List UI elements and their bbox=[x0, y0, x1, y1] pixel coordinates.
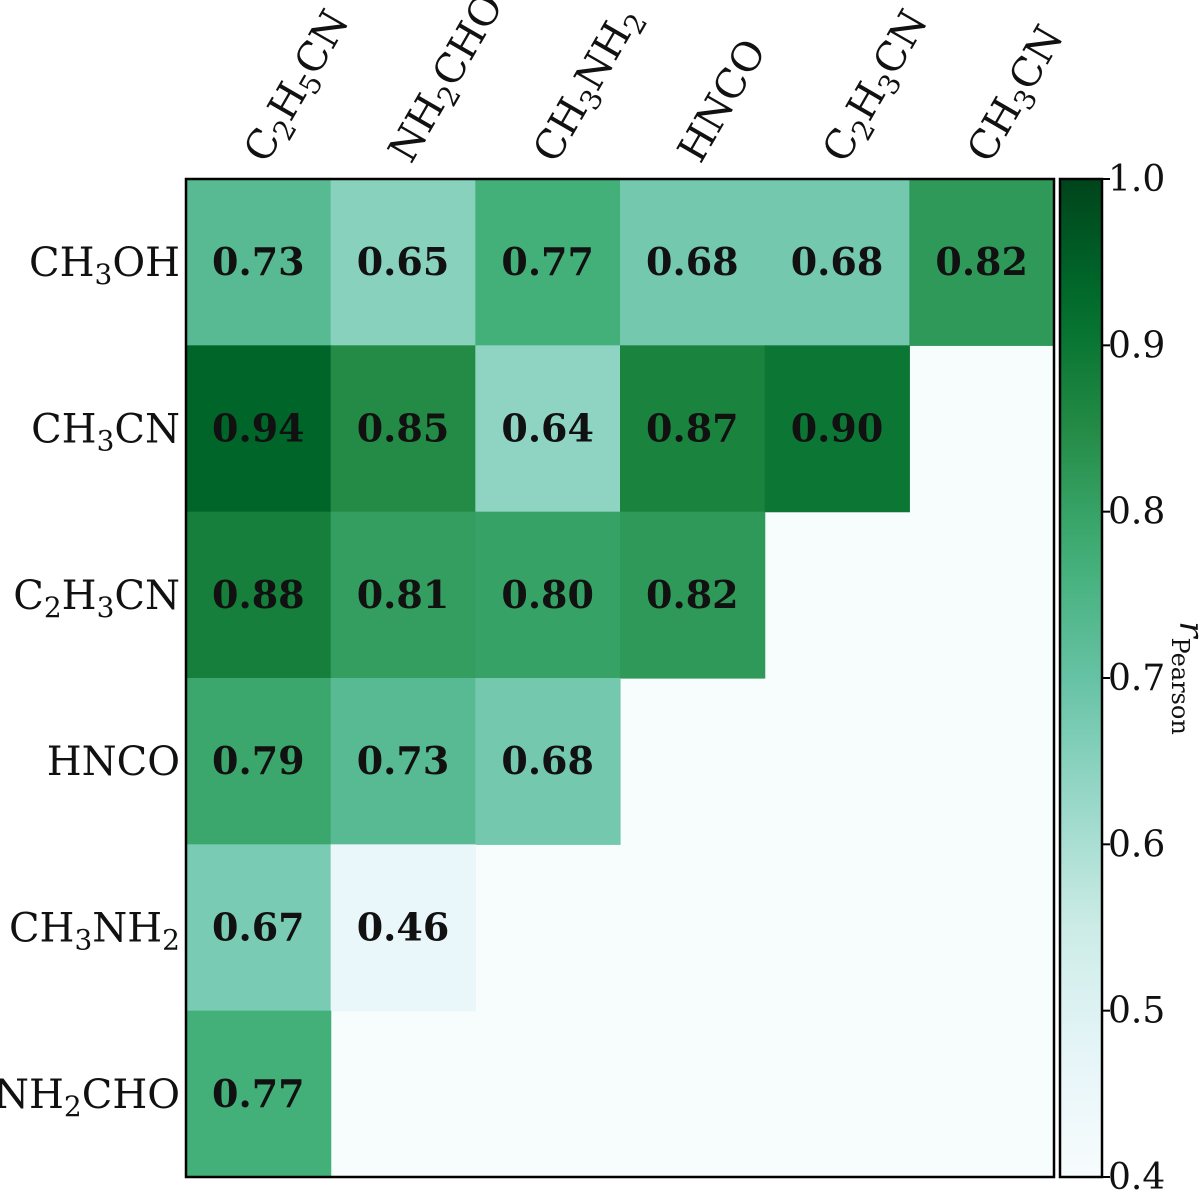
column-label: CH3​NH2​ bbox=[524, 0, 654, 172]
heatmap-cell bbox=[186, 179, 332, 346]
heatmap-cells bbox=[186, 179, 1055, 1178]
colorbar bbox=[1058, 177, 1104, 1179]
colorbar-tick-label: 0.5 bbox=[1108, 991, 1165, 1032]
cell-value-label: 0.64 bbox=[501, 406, 594, 451]
column-label: HNCO bbox=[669, 32, 775, 170]
heatmap-cell bbox=[186, 345, 332, 513]
row-label: HNCO bbox=[47, 739, 180, 785]
cell-value-label: 0.67 bbox=[212, 905, 305, 950]
column-label: NH2​CHO bbox=[380, 0, 517, 172]
cell-value-label: 0.88 bbox=[212, 572, 305, 617]
heatmap-cell bbox=[186, 844, 332, 1012]
heatmap-cell bbox=[330, 179, 476, 346]
cell-value-label: 0.77 bbox=[501, 239, 594, 284]
heatmap-cell bbox=[475, 511, 621, 679]
heatmap-cell bbox=[330, 511, 476, 679]
heatmap-cell bbox=[620, 179, 766, 346]
cell-value-label: 0.65 bbox=[357, 239, 450, 284]
cell-value-label: 0.68 bbox=[501, 738, 594, 783]
cell-value-label: 0.82 bbox=[646, 572, 739, 617]
colorbar-tick-label: 0.9 bbox=[1108, 325, 1165, 366]
cell-value-label: 0.80 bbox=[501, 572, 594, 617]
cell-value-label: 0.77 bbox=[212, 1071, 305, 1116]
row-labels: CH3​OH CH3​CN C2​H3​CN HNCO CH3​NH2​ NH2​CHO bbox=[0, 240, 180, 1123]
cell-value-label: 0.79 bbox=[212, 738, 305, 783]
colorbar-ticks: 1.0 0.9 0.8 0.7 0.6 0.5 0.4 bbox=[1102, 159, 1165, 1192]
cell-value-label: 0.68 bbox=[791, 239, 884, 284]
colorbar-label: rPearson bbox=[1166, 621, 1200, 735]
row-label: CH3​NH2​ bbox=[9, 906, 180, 957]
heatmap-cell bbox=[764, 179, 910, 346]
row-label: CH3​CN bbox=[31, 407, 180, 458]
colorbar-tick-label: 0.8 bbox=[1108, 492, 1165, 533]
heatmap-cell bbox=[475, 678, 621, 845]
colorbar-tick-label: 0.6 bbox=[1108, 824, 1165, 865]
heatmap-cell bbox=[186, 1010, 332, 1178]
heatmap-cell bbox=[620, 345, 766, 513]
heatmap-cell bbox=[475, 345, 621, 513]
row-label: CH3​OH bbox=[29, 240, 180, 291]
heatmap-cell bbox=[475, 179, 621, 346]
colorbar-tick-label: 0.4 bbox=[1108, 1157, 1165, 1192]
cell-value-label: 0.90 bbox=[791, 406, 884, 451]
colorbar-tick-label: 0.7 bbox=[1108, 658, 1165, 699]
cell-value-label: 0.85 bbox=[357, 406, 450, 451]
cell-value-label: 0.87 bbox=[646, 406, 739, 451]
heatmap-cell bbox=[330, 345, 476, 513]
heatmap-cell bbox=[330, 844, 476, 1012]
heatmap-cell bbox=[186, 678, 332, 845]
heatmap-cell bbox=[620, 511, 766, 679]
colorbar-tick-label: 1.0 bbox=[1108, 159, 1165, 200]
cell-value-label: 0.82 bbox=[935, 239, 1028, 284]
cell-value-label: 0.73 bbox=[357, 738, 450, 783]
heatmap-cell-labels: 0.73 0.65 0.77 0.68 0.68 0.82 0.94 0.85 0.64 0.87… bbox=[212, 239, 1028, 1116]
heatmap-cell bbox=[330, 678, 476, 845]
row-label: NH2​CHO bbox=[0, 1072, 180, 1123]
cell-value-label: 0.68 bbox=[646, 239, 739, 284]
heatmap-cell bbox=[909, 179, 1055, 346]
cell-value-label: 0.81 bbox=[357, 572, 450, 617]
heatmap-cell bbox=[764, 345, 910, 513]
column-label: CH3​CN bbox=[958, 18, 1077, 172]
heatmap-cell bbox=[186, 511, 332, 679]
column-label: C2​H3​CN bbox=[814, 3, 942, 173]
row-label: C2​H3​CN bbox=[13, 573, 180, 624]
heatmap-frame bbox=[184, 177, 1056, 1179]
cell-value-label: 0.73 bbox=[212, 239, 305, 284]
cell-value-label: 0.46 bbox=[357, 905, 450, 950]
cell-value-label: 0.94 bbox=[212, 406, 305, 451]
column-label: C2​H5​CN bbox=[235, 3, 363, 173]
